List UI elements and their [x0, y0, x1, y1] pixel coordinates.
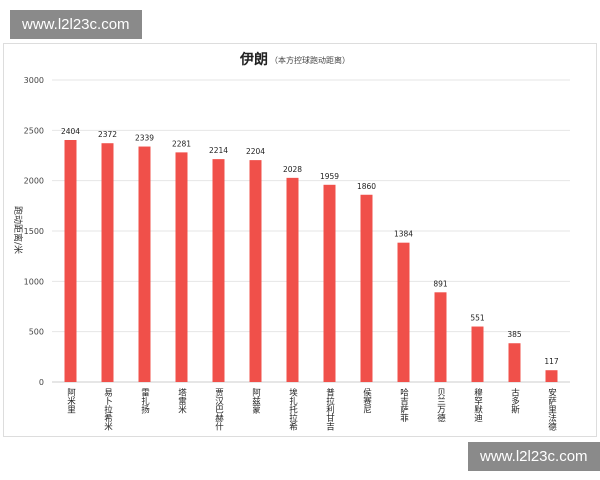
bar: [545, 370, 558, 382]
x-tick-label: 塔雷米: [177, 387, 187, 414]
bar: [64, 139, 77, 382]
x-tick-label: 普拉利甘吉: [325, 387, 335, 431]
x-tick-label: 穆罕默迪: [473, 387, 483, 423]
y-tick-label: 2000: [24, 177, 44, 186]
bar: [360, 194, 373, 382]
data-label: 2404: [61, 127, 80, 136]
data-label: 2028: [283, 165, 302, 174]
data-label: 2372: [98, 130, 117, 139]
x-tick-label: 易卜拉希米: [103, 388, 113, 431]
bar: [286, 177, 299, 382]
x-tick-label: 埃扎托拉希: [288, 387, 298, 431]
bar: [138, 146, 151, 382]
data-label: 385: [507, 330, 522, 339]
x-tick-label: 侯赛尼: [362, 388, 372, 414]
bar: [212, 159, 225, 382]
watermark-top: www.l2l23c.com: [10, 10, 142, 39]
bar: [471, 326, 484, 382]
chart-title: 伊朗: [239, 51, 268, 68]
x-tick-label: 阿兹蒙: [251, 388, 261, 414]
bar: [397, 242, 410, 382]
y-axis-label: 跑动距离/米: [12, 206, 24, 254]
x-tick-label: 贾汉巴赫什: [214, 388, 224, 431]
data-label: 2281: [172, 139, 191, 148]
x-tick-label: 阿米里: [66, 388, 76, 414]
x-tick-label: 贝兰万德: [436, 388, 446, 423]
bar: [175, 152, 188, 382]
chart-subtitle: （本方控球跑动距离）: [270, 55, 350, 65]
bar: [101, 143, 114, 382]
y-tick-label: 2500: [24, 126, 44, 135]
watermark-bottom: www.l2l23c.com: [468, 442, 600, 471]
bar: [249, 160, 262, 382]
data-label: 2214: [209, 146, 228, 155]
data-label: 1860: [357, 182, 376, 191]
x-tick-label: 哈吉萨菲: [399, 387, 409, 423]
bar: [508, 343, 521, 382]
x-tick-label: 安萨里法德: [547, 387, 557, 431]
y-tick-label: 3000: [24, 76, 44, 85]
data-label: 117: [544, 357, 559, 366]
bar: [434, 292, 447, 382]
data-label: 2204: [246, 147, 265, 156]
data-label: 551: [470, 314, 485, 323]
data-label: 1959: [320, 172, 339, 181]
y-tick-label: 1500: [24, 227, 44, 236]
bar: [323, 184, 336, 382]
y-tick-label: 500: [29, 328, 44, 337]
data-label: 1384: [394, 230, 413, 239]
x-tick-label: 古多斯: [510, 387, 520, 414]
data-label: 2339: [135, 134, 154, 143]
x-tick-label: 雷扎扬: [140, 388, 150, 414]
y-tick-label: 0: [39, 378, 44, 387]
data-label: 891: [433, 279, 448, 288]
y-tick-label: 1000: [24, 277, 44, 286]
